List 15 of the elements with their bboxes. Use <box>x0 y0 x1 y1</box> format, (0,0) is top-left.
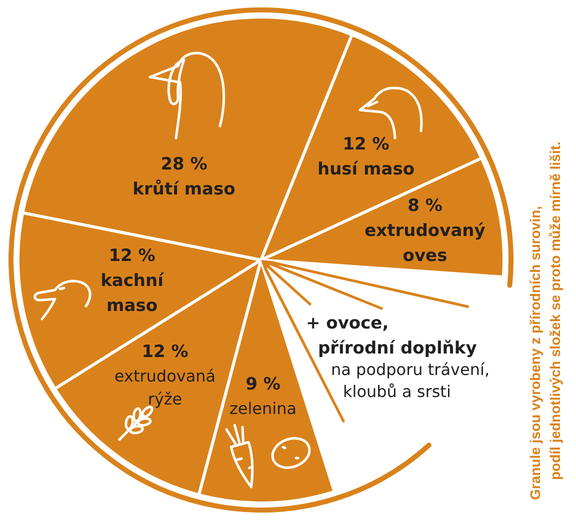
slice-label: + ovoce, přírodní doplňky <box>306 314 477 358</box>
slice-label: extrudovaný oves <box>364 221 486 266</box>
slice-label: extrudovaná rýže <box>114 366 216 408</box>
data-label: 12 % <box>142 342 188 362</box>
data-label: 8 % <box>408 196 442 216</box>
slice-label: zelenina <box>229 399 297 418</box>
data-label: 12 % <box>108 246 156 266</box>
data-label: 12 % <box>342 134 390 154</box>
slice-label: husí maso <box>317 160 415 180</box>
text: Granule jsou vyrobeny z přírodních surovin, podíl jednotlivých složek se proto může mírně lišit. <box>527 142 563 500</box>
data-label: 28 % <box>160 154 208 174</box>
slice-label: krůtí maso <box>132 180 236 200</box>
data-label: 9 % <box>246 374 280 394</box>
slice-label: kachní maso <box>100 271 165 316</box>
text: na podporu trávení, kloubů a srsti <box>331 360 490 401</box>
